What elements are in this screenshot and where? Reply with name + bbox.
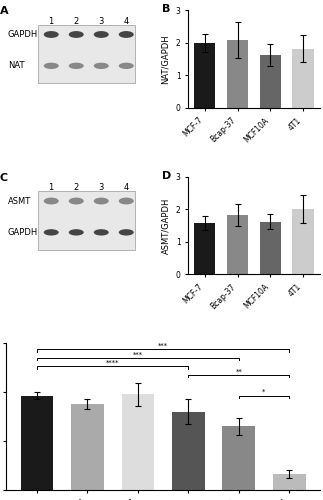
Ellipse shape [69,31,84,38]
Text: GAPDH: GAPDH [8,228,38,237]
Bar [121,394,154,490]
Ellipse shape [119,31,134,38]
Text: ***: *** [158,342,168,348]
Text: GAPDH: GAPDH [8,30,38,39]
Text: **: ** [235,368,242,374]
Ellipse shape [44,229,59,235]
Text: 3: 3 [99,184,104,192]
Y-axis label: NAT/GAPDH: NAT/GAPDH [161,34,170,84]
Text: 2: 2 [74,17,79,26]
Bar [172,412,205,490]
Bar [227,215,248,274]
Bar [71,404,104,490]
Text: 1: 1 [48,17,54,26]
Text: 1: 1 [48,184,54,192]
Bar [21,396,54,490]
Text: B: B [162,4,170,14]
Ellipse shape [44,198,59,204]
FancyBboxPatch shape [38,191,135,250]
Bar [222,426,255,490]
Text: NAT: NAT [8,62,24,70]
Bar [194,223,215,274]
FancyBboxPatch shape [38,24,135,84]
Ellipse shape [119,62,134,69]
Bar [292,209,314,274]
Ellipse shape [119,229,134,235]
Ellipse shape [44,62,59,69]
Text: A: A [0,6,8,16]
Ellipse shape [94,229,109,235]
Text: ***: *** [133,352,143,358]
Ellipse shape [69,62,84,69]
Ellipse shape [119,198,134,204]
Bar [260,55,281,108]
Y-axis label: ASMT/GAPDH: ASMT/GAPDH [161,198,170,254]
Ellipse shape [94,31,109,38]
Ellipse shape [69,198,84,204]
Bar [273,474,306,490]
Ellipse shape [44,31,59,38]
Text: 4: 4 [124,17,129,26]
Bar [260,222,281,274]
Text: ASMT: ASMT [8,196,31,205]
Ellipse shape [94,198,109,204]
Text: 4: 4 [124,184,129,192]
Bar [292,48,314,108]
Text: *: * [262,389,266,395]
Ellipse shape [69,229,84,235]
Text: C: C [0,172,8,182]
Ellipse shape [94,62,109,69]
Bar [194,42,215,108]
Text: 3: 3 [99,17,104,26]
Text: ****: **** [106,360,120,366]
Text: 2: 2 [74,184,79,192]
Bar [227,40,248,108]
Text: D: D [162,170,171,180]
